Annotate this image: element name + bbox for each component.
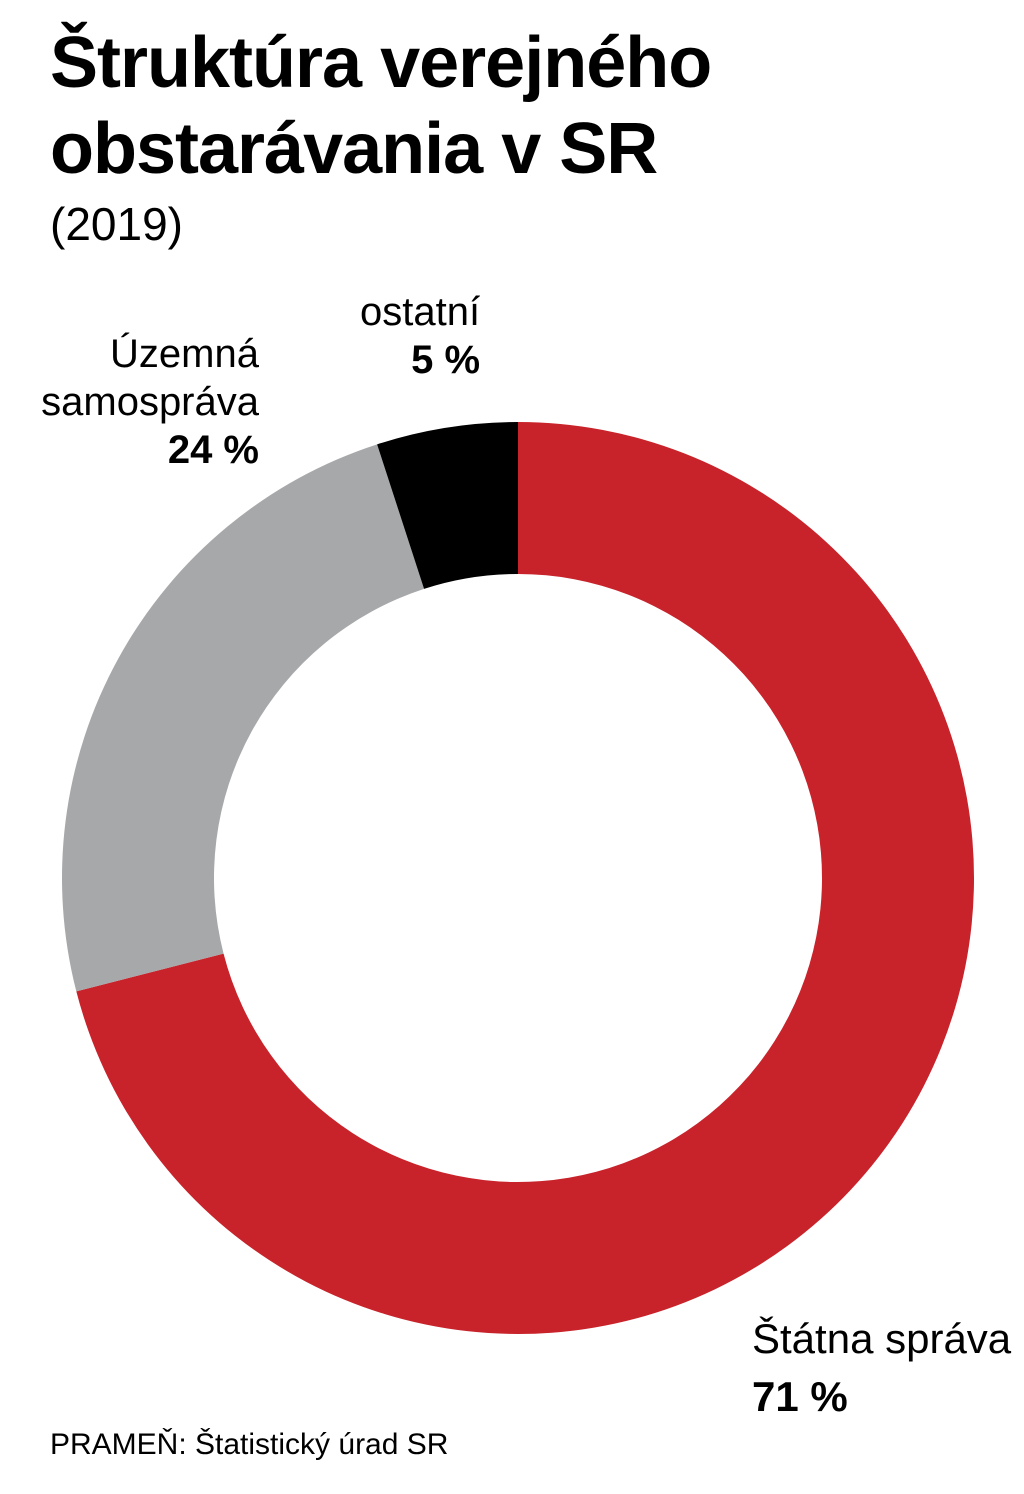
donut-slice-územná-samospráva [61, 444, 425, 992]
label-statna-name: Štátna správa [752, 1315, 1012, 1362]
label-uzemna-samosprava: Územná samospráva 24 % [41, 330, 259, 474]
label-statna-value: 71 % [752, 1373, 848, 1420]
donut-slice-ostatní [377, 422, 518, 589]
title-line-2: obstarávania v SR [50, 109, 658, 189]
source-note: PRAMEŇ: Štatistický úrad SR [50, 1428, 449, 1461]
title-line-1: Štruktúra verejného [50, 23, 712, 103]
label-ostatni-name: ostatní [360, 290, 481, 334]
label-statna-sprava: Štátna správa 71 % [752, 1310, 1011, 1426]
label-ostatni: ostatní 5 % [360, 288, 480, 384]
chart-subtitle: (2019) [50, 198, 183, 250]
label-ostatni-value: 5 % [411, 338, 481, 382]
label-uzemna-line-1: Územná [110, 332, 259, 376]
donut-slice-štátna-správa [76, 422, 975, 1335]
label-uzemna-value: 24 % [167, 428, 259, 472]
label-uzemna-line-2: samospráva [41, 380, 259, 424]
chart-title: Štruktúra verejného obstarávania v SR [50, 20, 712, 192]
